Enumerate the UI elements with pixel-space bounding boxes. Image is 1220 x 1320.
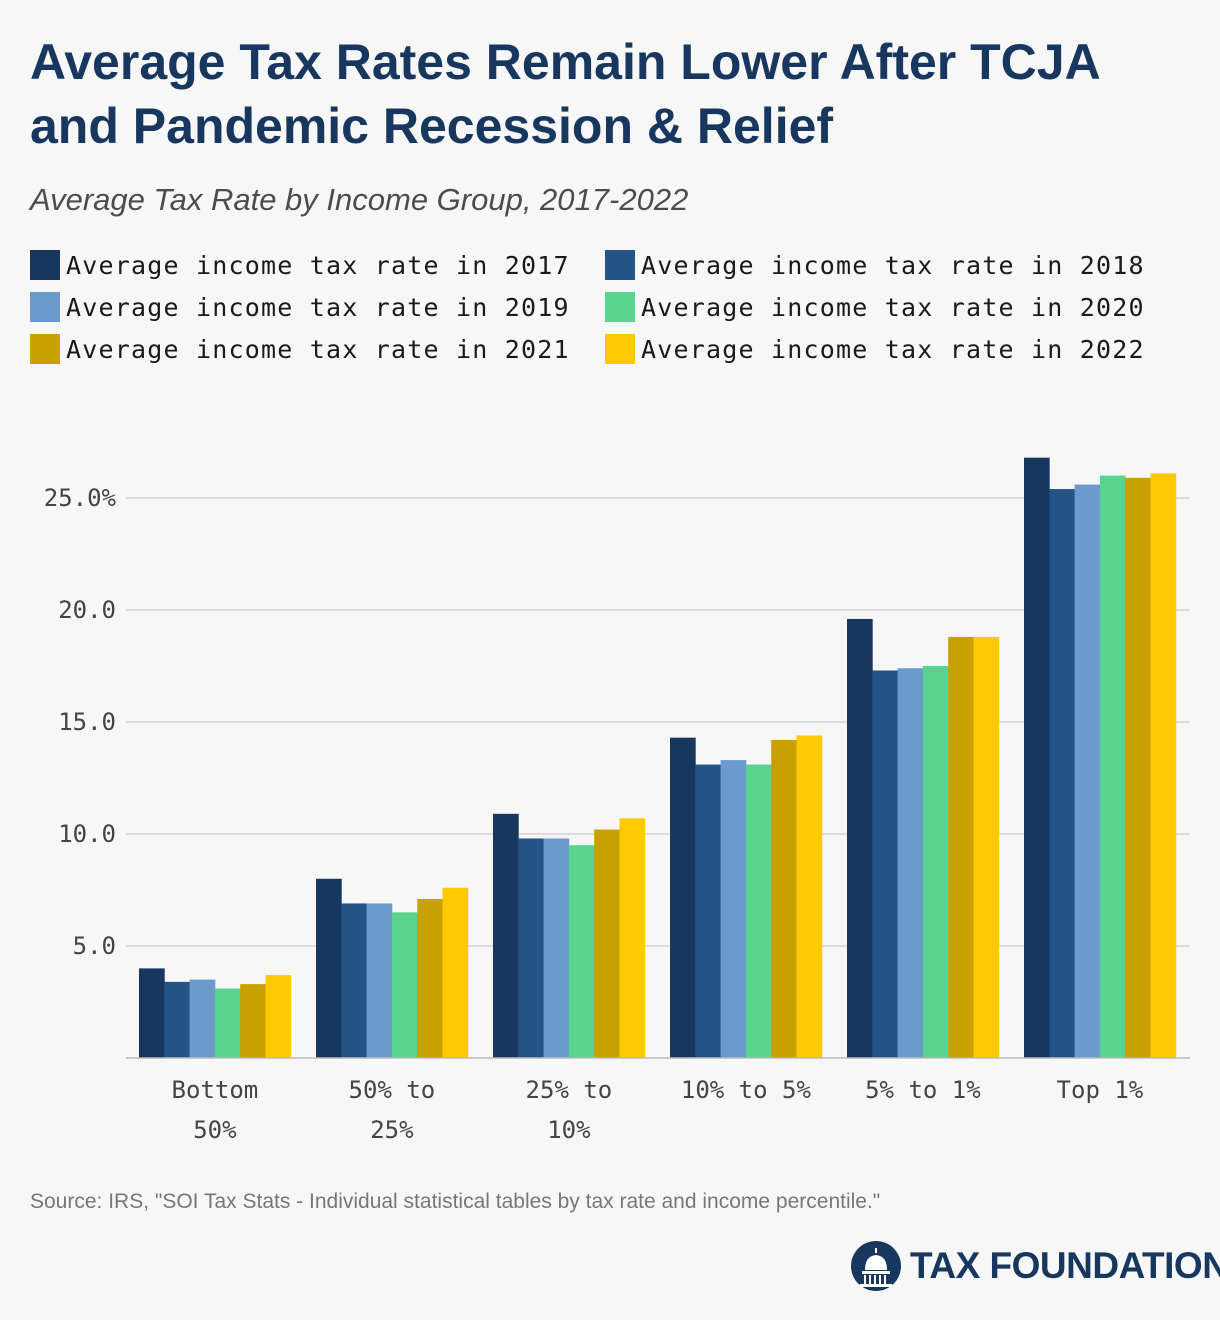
bar	[847, 618, 873, 1058]
y-tick-label: 5.0	[73, 932, 116, 960]
legend-item-2019: Average income tax rate in 2019	[30, 292, 605, 322]
legend-label-2019: Average income tax rate in 2019	[66, 292, 570, 322]
y-tick-label: 20.0	[58, 596, 116, 624]
legend-label-2018: Average income tax rate in 2018	[641, 250, 1145, 280]
chart-title: Average Tax Rates Remain Lower After TCJ…	[30, 34, 1099, 154]
chart-subtitle: Average Tax Rate by Income Group, 2017-2…	[30, 182, 689, 217]
legend-label-2022: Average income tax rate in 2022	[641, 334, 1145, 364]
bar	[670, 737, 696, 1058]
bar	[518, 838, 544, 1058]
bar	[745, 764, 772, 1058]
y-tick-label: 15.0	[58, 708, 116, 736]
bar	[543, 838, 570, 1058]
bar	[771, 739, 797, 1058]
bar	[417, 898, 443, 1058]
bar	[391, 912, 418, 1058]
bar	[493, 813, 519, 1058]
bar-chart: 5.0 10.0 15.0 20.0 25.0% Bottom 50% 50% to 25% 25…	[44, 457, 1190, 1144]
legend-item-2020: Average income tax rate in 2020	[605, 292, 1180, 322]
bar	[265, 975, 292, 1058]
bar	[872, 670, 898, 1058]
legend-item-2022: Average income tax rate in 2022	[605, 334, 1180, 364]
legend-item-2018: Average income tax rate in 2018	[605, 250, 1180, 280]
bar	[366, 903, 393, 1058]
legend-item-2017: Average income tax rate in 2017	[30, 250, 605, 280]
x-tick-label: Top 1%	[1057, 1076, 1144, 1104]
bar	[214, 988, 241, 1058]
x-tick-label: Bottom 50%	[172, 1076, 259, 1144]
legend-swatch-2018	[605, 250, 635, 280]
bar	[1150, 473, 1177, 1058]
bar	[1049, 489, 1075, 1058]
legend-swatch-2020	[605, 292, 635, 322]
bar	[1099, 475, 1126, 1059]
y-tick-label: 25.0%	[44, 484, 117, 512]
x-tick-label: 50% to 25%	[349, 1076, 436, 1144]
bar	[720, 760, 747, 1058]
bar	[164, 981, 190, 1058]
legend-swatch-2022	[605, 334, 635, 364]
tax-foundation-logo: TAX FOUNDATION	[850, 1236, 1220, 1296]
bar	[442, 887, 469, 1058]
legend-item-2021: Average income tax rate in 2021	[30, 334, 605, 364]
legend-swatch-2021	[30, 334, 60, 364]
legend-label-2017: Average income tax rate in 2017	[66, 250, 570, 280]
bar	[973, 636, 1000, 1058]
bar	[695, 764, 721, 1058]
bar	[922, 666, 949, 1058]
y-tick-label: 10.0	[58, 820, 116, 848]
bar	[1125, 477, 1151, 1059]
bar	[619, 818, 646, 1058]
x-tick-label: 5% to 1%	[865, 1076, 981, 1104]
bar	[316, 878, 342, 1058]
x-tick-label: 10% to 5%	[681, 1076, 812, 1104]
capitol-dome-icon	[851, 1241, 901, 1291]
bar	[594, 829, 620, 1058]
legend-label-2021: Average income tax rate in 2021	[66, 334, 570, 364]
bar	[568, 845, 595, 1058]
bar	[796, 735, 823, 1058]
bar	[139, 968, 165, 1058]
bar	[948, 636, 974, 1058]
logo-text: TAX FOUNDATION	[910, 1245, 1220, 1286]
bar	[897, 668, 924, 1058]
source-note: Source: IRS, "SOI Tax Stats - Individual…	[30, 1190, 881, 1213]
x-tick-label: 25% to 10%	[526, 1076, 613, 1144]
bar	[240, 984, 266, 1058]
bar	[1024, 457, 1050, 1058]
bar	[189, 979, 216, 1058]
legend: Average income tax rate in 2017 Average …	[30, 250, 1200, 364]
bar	[341, 903, 367, 1058]
bar	[1074, 484, 1101, 1058]
legend-label-2020: Average income tax rate in 2020	[641, 292, 1145, 322]
legend-swatch-2019	[30, 292, 60, 322]
legend-swatch-2017	[30, 250, 60, 280]
